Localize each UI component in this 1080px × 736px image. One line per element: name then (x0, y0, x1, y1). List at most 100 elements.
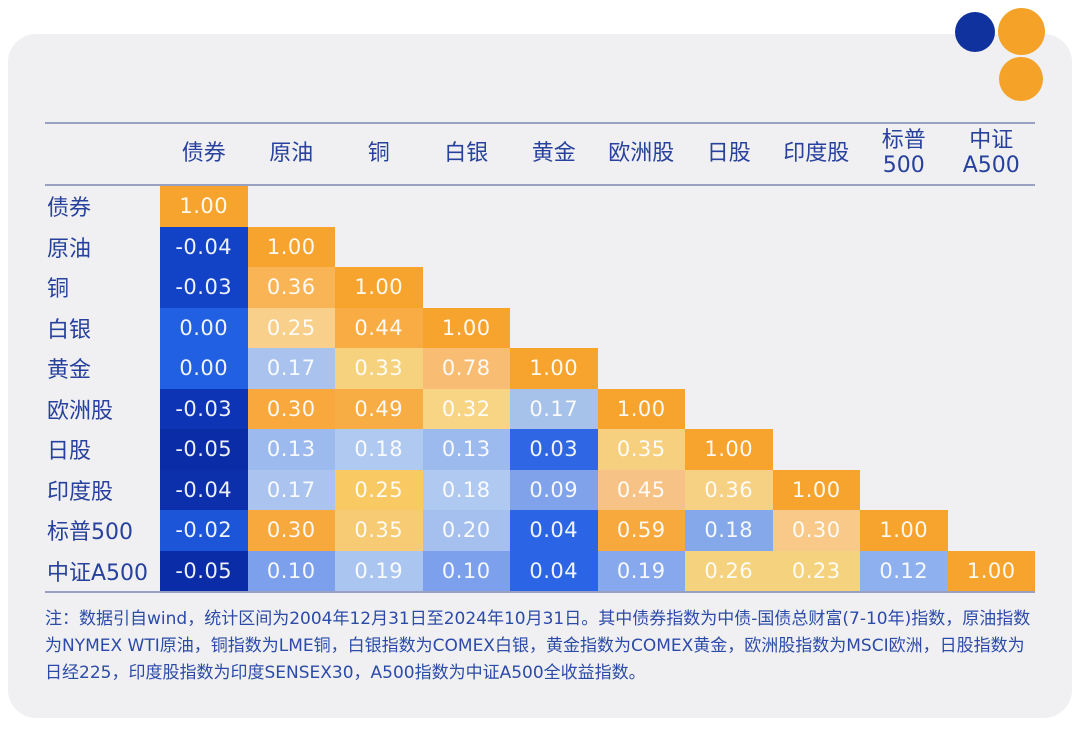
matrix-cell: 0.59 (597, 510, 685, 551)
column-header: 债券 (181, 140, 226, 166)
table-row: 债券 1.00 (45, 186, 1035, 227)
matrix-cell: 0.19 (335, 550, 423, 591)
matrix-cell: 0.04 (510, 510, 598, 551)
column-header: 标普 500 (881, 128, 926, 178)
empty-cell (773, 186, 861, 227)
row-label: 白银 (47, 317, 92, 343)
table-row: 标普500 -0.02 0.30 0.35 0.20 0.04 0.59 0.18 0.30 1.… (45, 510, 1035, 551)
empty-cell (948, 429, 1036, 470)
matrix-cell: -0.04 (160, 469, 248, 510)
column-header: 欧洲股 (608, 140, 675, 166)
matrix-cell: 0.20 (422, 510, 510, 551)
matrix-cell: 0.12 (860, 550, 948, 591)
matrix-cell: -0.05 (160, 550, 248, 591)
column-header: 白银 (444, 140, 489, 166)
empty-cell (773, 267, 861, 308)
matrix-cell: 0.23 (772, 550, 860, 591)
row-label: 铜 (47, 277, 70, 303)
row-label: 黄金 (47, 358, 92, 384)
empty-cell (948, 348, 1036, 389)
table-header-rule (45, 184, 1035, 186)
table-row: 原油 -0.04 1.00 (45, 226, 1035, 268)
matrix-cell: 1.00 (247, 226, 335, 267)
matrix-cell: 1.00 (772, 469, 860, 510)
empty-cell (598, 227, 686, 268)
empty-cell (423, 267, 511, 308)
empty-cell (860, 389, 948, 430)
correlation-matrix: 债券 原油铜白银 黄金 欧洲股 日股 印度股 标普 500 中证 A500 债券 1.00 原油 -… (45, 122, 1035, 593)
matrix-cell: -0.04 (160, 226, 248, 267)
table-row: 黄金 0.00 0.17 0.33 0.78 1.00 (45, 348, 1035, 389)
column-header: 日股 (706, 140, 751, 166)
table-row: 中证A500 -0.05 0.10 0.19 0.10 0.04 0.19 0.26 0.23 0… (45, 550, 1035, 591)
matrix-cell: 0.45 (597, 469, 685, 510)
matrix-cell: 0.00 (160, 307, 248, 348)
empty-cell (773, 227, 861, 268)
empty-cell (948, 267, 1036, 308)
empty-cell (773, 429, 861, 470)
table-top-rule (45, 122, 1035, 124)
matrix-cell: 1.00 (685, 429, 773, 470)
table-row: 日股 -0.05 0.13 0.18 0.13 0.03 0.35 1.00 (45, 429, 1035, 470)
matrix-cell: 0.18 (422, 469, 510, 510)
matrix-cell: 0.18 (685, 510, 773, 551)
empty-cell (598, 267, 686, 308)
matrix-cell: 0.19 (597, 550, 685, 591)
empty-cell (510, 186, 598, 227)
empty-cell (773, 308, 861, 349)
matrix-cell: 0.10 (247, 550, 335, 591)
row-label: 原油 (47, 236, 92, 262)
row-label: 标普500 (47, 520, 133, 546)
empty-cell (948, 308, 1036, 349)
matrix-cell: 0.44 (335, 307, 423, 348)
column-header: 中证 A500 (962, 128, 1020, 178)
row-label: 债券 (47, 196, 92, 222)
matrix-cell: 0.09 (510, 469, 598, 510)
row-label: 欧洲股 (47, 398, 114, 424)
matrix-cell: 0.35 (597, 429, 685, 470)
empty-cell (685, 227, 773, 268)
matrix-cell: 0.30 (772, 510, 860, 551)
logo-dot-blue-icon (955, 12, 995, 52)
matrix-cell: 1.00 (860, 510, 948, 551)
matrix-cell: 0.36 (247, 267, 335, 308)
logo-dot-orange-2-icon (999, 57, 1043, 101)
matrix-cell: 0.30 (247, 388, 335, 429)
matrix-cell: -0.05 (160, 429, 248, 470)
matrix-cell: 0.25 (247, 307, 335, 348)
table-row: 印度股 -0.04 0.17 0.25 0.18 0.09 0.45 0.36 1.00 (45, 469, 1035, 510)
empty-cell (598, 308, 686, 349)
empty-cell (335, 186, 423, 227)
matrix-header-row: 债券 原油 铜 白银 黄金 欧洲股 日股 印度股 标普 500 中证 A500 (45, 124, 1035, 184)
empty-cell (685, 389, 773, 430)
matrix-cell: 0.35 (335, 510, 423, 551)
empty-cell (860, 186, 948, 227)
empty-cell (948, 510, 1036, 551)
empty-cell (948, 186, 1036, 227)
empty-cell (423, 227, 511, 268)
matrix-cell: 0.17 (510, 388, 598, 429)
matrix-cell: 0.32 (422, 388, 510, 429)
footnote: 注：数据引自wind，统计区间为2004年12月31日至2024年10月31日。… (45, 609, 1031, 684)
empty-cell (860, 348, 948, 389)
empty-cell (860, 227, 948, 268)
matrix-cell: 1.00 (160, 186, 248, 227)
matrix-cell: -0.03 (160, 388, 248, 429)
matrix-cell: 0.36 (685, 469, 773, 510)
table-row: 欧洲股 -0.03 0.30 0.49 0.32 0.17 1.00 (45, 388, 1035, 430)
column-header: 黄金 (531, 140, 576, 166)
row-label: 中证A500 (47, 560, 149, 586)
matrix-cell: 0.04 (510, 550, 598, 591)
table-row: 白银 0.00 0.25 0.44 1.00 (45, 307, 1036, 349)
matrix-cell: 0.17 (247, 469, 335, 510)
matrix-cell: 1.00 (335, 267, 423, 308)
matrix-cell: 1.00 (947, 550, 1035, 591)
empty-cell (860, 429, 948, 470)
matrix-body: 债券 1.00 原油 -0.04 1.00 铜 -0.03 0.36 1.00 白银 0.00 0.2… (45, 186, 1035, 591)
matrix-cell: 1.00 (597, 388, 685, 429)
empty-cell (685, 186, 773, 227)
matrix-cell: 0.18 (335, 429, 423, 470)
empty-cell (685, 308, 773, 349)
empty-cell (773, 389, 861, 430)
